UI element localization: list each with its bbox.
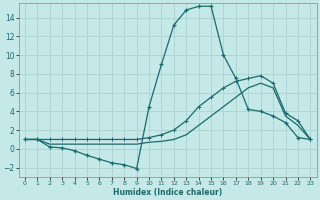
- X-axis label: Humidex (Indice chaleur): Humidex (Indice chaleur): [113, 188, 222, 197]
